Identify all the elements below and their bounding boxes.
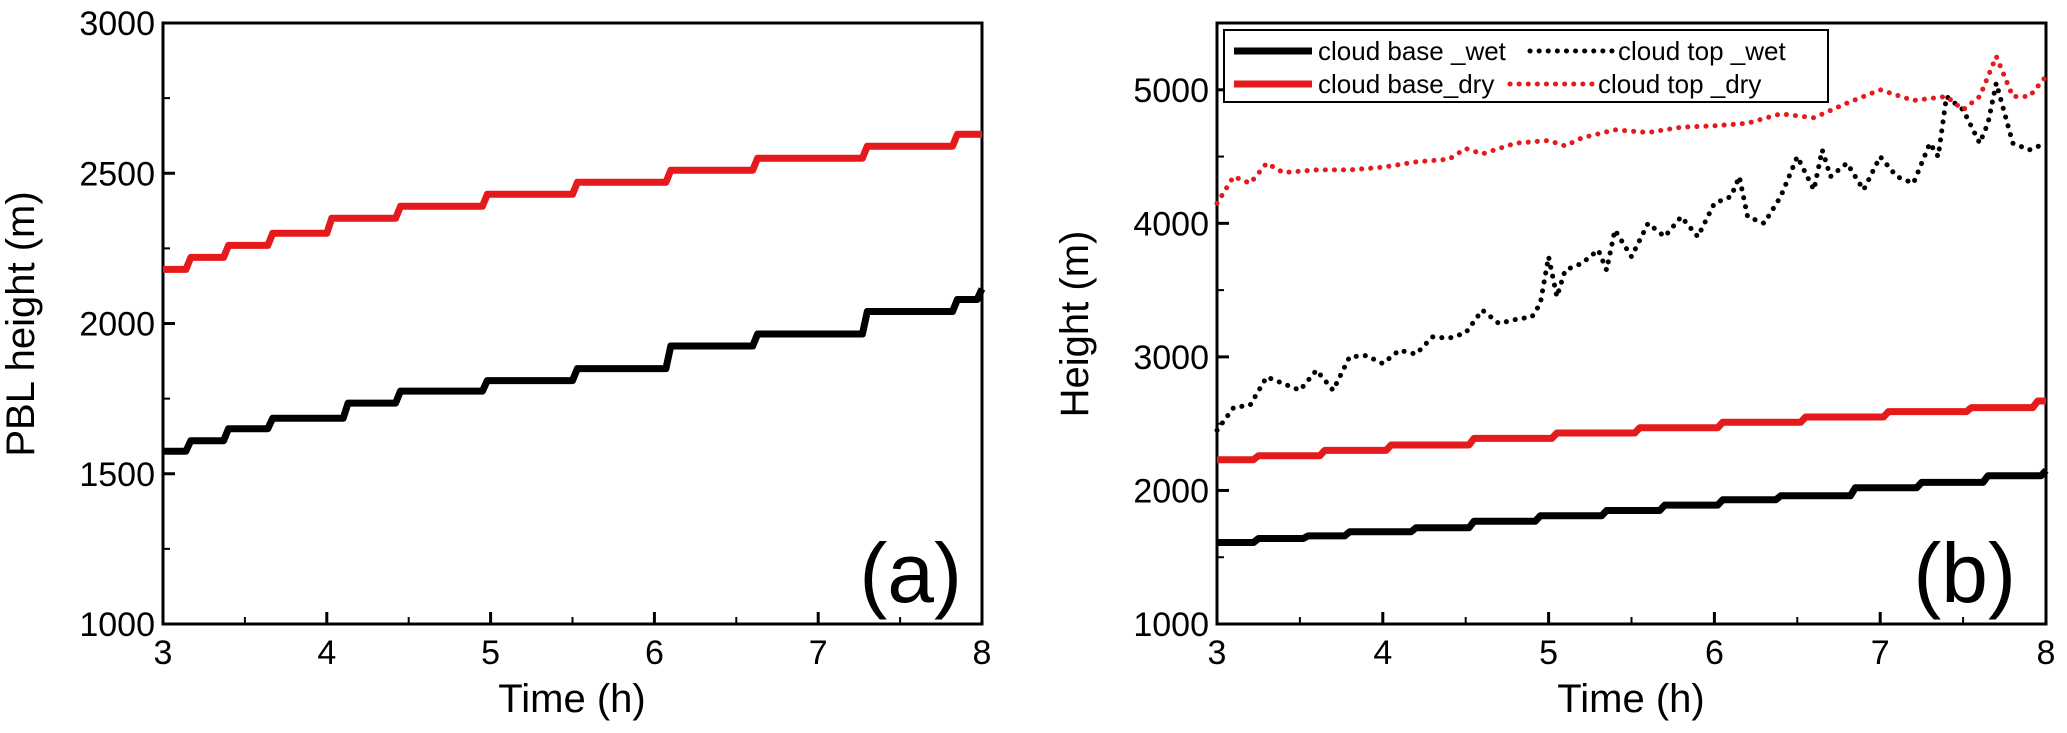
series-line-cloud-base-dry: [1217, 397, 2046, 464]
x-axis-title: Time (h): [498, 677, 645, 721]
legend-entry-cloud-base-wet: cloud base _wet: [1234, 36, 1507, 66]
x-tick-label: 4: [317, 634, 336, 672]
series-line-series-0: [163, 130, 982, 273]
x-tick-label: 5: [1539, 634, 1558, 672]
x-axis-title: Time (h): [1557, 677, 1704, 721]
ticks-layer: 3 4 5 6 7 8 1000 1500 2000 2500 3000: [79, 5, 991, 672]
x-tick-label: 8: [973, 634, 992, 672]
y-tick-label: 3000: [1133, 339, 1209, 377]
panel-a: 3 4 5 6 7 8 1000 1500 2000 2500 3000 Time (h) PBL …: [0, 5, 991, 721]
x-tick-label: 4: [1373, 634, 1392, 672]
series-line-cloud-top-dry: [1214, 53, 2049, 206]
legend-entry-cloud-base-dry: cloud base_dry: [1234, 69, 1494, 99]
y-tick-label: 1000: [79, 606, 155, 644]
legend-entry-cloud-top-dry: cloud top _dry: [1507, 69, 1761, 99]
panel-b: 3 4 5 6 7 8 1000 2000 3000 4000 5000 Time (h) Heig…: [1053, 21, 2055, 721]
y-tick-label: 2000: [79, 306, 155, 344]
legend: cloud base _wet cloud top _wet cloud bas…: [1223, 29, 1829, 103]
x-tick-label: 3: [1208, 634, 1227, 672]
y-tick-label: 4000: [1133, 205, 1209, 243]
y-tick-label: 1000: [1133, 606, 1209, 644]
y-tick-label: 1500: [79, 456, 155, 494]
panel-tag: (a): [859, 526, 962, 620]
legend-box: [1223, 29, 1829, 103]
ticks-layer: 3 4 5 6 7 8 1000 2000 3000 4000 5000: [1133, 72, 2055, 672]
y-axis-title: Height (m): [1053, 231, 1097, 418]
legend-label: cloud base_dry: [1318, 69, 1494, 99]
x-tick-label: 3: [154, 634, 173, 672]
series-line-cloud-top-wet: [1214, 80, 2049, 433]
y-tick-label: 5000: [1133, 72, 1209, 110]
y-tick-label: 2000: [1133, 472, 1209, 510]
x-tick-label: 8: [2037, 634, 2056, 672]
legend-label: cloud top _dry: [1598, 69, 1761, 99]
panel-tag: (b): [1913, 526, 2016, 620]
x-tick-label: 6: [1705, 634, 1724, 672]
x-tick-label: 7: [809, 634, 828, 672]
y-tick-label: 3000: [79, 5, 155, 43]
x-tick-label: 6: [645, 634, 664, 672]
legend-label: cloud top _wet: [1618, 36, 1786, 66]
series-line-cloud-base-wet: [1217, 468, 2049, 546]
legend-entry-cloud-top-wet: cloud top _wet: [1527, 36, 1786, 66]
series-layer: [1214, 53, 2049, 546]
x-tick-label: 5: [481, 634, 500, 672]
legend-label: cloud base _wet: [1318, 36, 1507, 66]
series-layer: [163, 130, 986, 455]
y-axis-title: PBL height (m): [0, 191, 43, 456]
x-tick-label: 7: [1871, 634, 1890, 672]
series-line-series-1: [163, 287, 986, 455]
y-tick-label: 2500: [79, 155, 155, 193]
